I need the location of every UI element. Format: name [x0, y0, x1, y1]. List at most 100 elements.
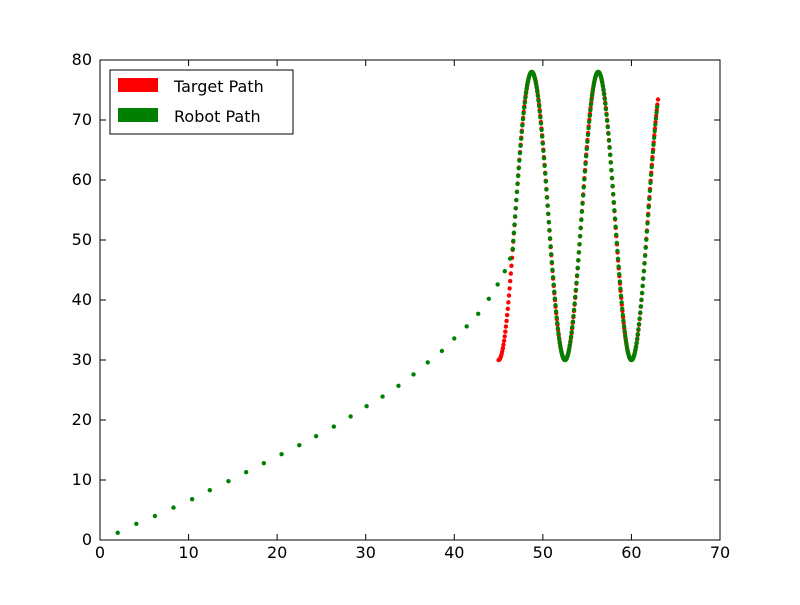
- robot-path-point: [652, 128, 657, 134]
- robot-path-point: [618, 286, 623, 291]
- robot-path-point: [585, 132, 591, 138]
- robot-path-point: [520, 117, 526, 122]
- robot-path-point: [648, 180, 653, 185]
- robot-path-point: [579, 217, 584, 223]
- x-tick-label: 30: [356, 543, 376, 562]
- robot-path-point: [558, 343, 563, 348]
- robot-path-point: [635, 336, 640, 341]
- robot-path-point: [521, 111, 526, 116]
- robot-path-point: [511, 230, 517, 235]
- robot-path-point: [638, 310, 643, 315]
- robot-path-point: [541, 155, 547, 161]
- y-tick-label: 20: [72, 410, 92, 429]
- robot-path-point: [549, 259, 555, 265]
- robot-path-point: [586, 126, 591, 131]
- robot-path-point: [636, 321, 642, 327]
- robot-path-point: [606, 131, 611, 136]
- robot-path-point: [411, 372, 416, 377]
- robot-path-point: [313, 434, 319, 439]
- robot-path-point: [568, 334, 574, 339]
- robot-path-point: [644, 229, 650, 234]
- robot-path-point: [633, 347, 638, 352]
- robot-path-point: [553, 302, 558, 308]
- robot-path-point: [567, 342, 573, 348]
- robot-path-point: [653, 122, 658, 127]
- robot-path-point: [548, 244, 553, 249]
- robot-path-point: [567, 346, 572, 351]
- robot-path-point: [612, 216, 618, 221]
- robot-path-point: [610, 183, 615, 189]
- robot-path-point: [576, 257, 581, 263]
- target-path-point: [504, 318, 509, 324]
- robot-path-point: [517, 150, 523, 156]
- robot-path-point: [569, 329, 574, 335]
- target-path-point: [502, 334, 507, 339]
- robot-path-point: [582, 177, 587, 182]
- robot-path-point: [207, 488, 213, 493]
- chart-marks: [115, 69, 661, 535]
- target-path-point: [506, 293, 512, 298]
- robot-path-point: [588, 102, 594, 107]
- robot-path-point: [556, 335, 562, 341]
- y-tick-label: 30: [72, 350, 92, 369]
- robot-path-point: [586, 119, 592, 125]
- target-path-point: [507, 286, 512, 291]
- target-path-point: [509, 263, 514, 268]
- robot-path-point: [615, 248, 620, 254]
- robot-path-point: [583, 161, 588, 166]
- robot-path-point: [588, 107, 593, 113]
- robot-path-point: [633, 344, 639, 349]
- robot-path-point: [650, 149, 656, 155]
- target-path-point: [501, 338, 507, 344]
- robot-path-point: [639, 290, 645, 296]
- robot-path-point: [544, 187, 549, 192]
- x-tick-label: 50: [533, 543, 553, 562]
- robot-path-point: [542, 163, 547, 168]
- robot-path-point: [226, 479, 231, 484]
- target-path-point: [501, 342, 506, 347]
- robot-path-point: [651, 135, 657, 140]
- robot-path-point: [495, 282, 500, 287]
- robot-path-point: [641, 268, 647, 274]
- robot-path-point: [611, 191, 616, 197]
- robot-path-point: [519, 129, 524, 135]
- robot-path-point: [648, 172, 654, 178]
- robot-path-point: [557, 339, 562, 345]
- robot-path-point: [553, 309, 559, 314]
- robot-path-point: [518, 143, 523, 148]
- robot-path-point: [573, 287, 579, 293]
- robot-path-point: [590, 88, 595, 94]
- robot-path-point: [476, 311, 481, 316]
- robot-path-point: [600, 84, 606, 89]
- axis-ticks: 0 10 20 30 40 50 60 70 0 10 20 30 40 50 60 70 80: [72, 50, 731, 562]
- robot-path-point: [654, 110, 659, 115]
- robot-path-point: [614, 232, 619, 238]
- robot-path-point: [115, 530, 120, 535]
- robot-path-point: [570, 319, 576, 324]
- y-tick-label: 70: [72, 110, 92, 129]
- robot-path-point: [601, 87, 606, 93]
- robot-path-point: [612, 208, 617, 213]
- target-path-point: [503, 324, 509, 329]
- y-tick-label: 40: [72, 290, 92, 309]
- robot-path-point: [544, 195, 550, 200]
- robot-path-point: [534, 85, 540, 91]
- robot-path-point: [584, 146, 589, 152]
- robot-path-point: [512, 214, 518, 219]
- robot-path-point: [517, 158, 522, 163]
- robot-path-point: [620, 306, 625, 311]
- robot-path-point: [550, 267, 555, 273]
- robot-path-point: [608, 160, 613, 165]
- robot-path-point: [452, 336, 457, 341]
- robot-path-point: [623, 333, 628, 339]
- robot-path-point: [580, 201, 585, 206]
- x-tick-label: 40: [444, 543, 464, 562]
- robot-path-point: [279, 452, 284, 457]
- robot-path-point: [587, 113, 592, 119]
- robot-path-point: [642, 261, 647, 266]
- robot-path-point: [620, 312, 626, 318]
- robot-path-point: [576, 250, 582, 255]
- robot-path-point: [609, 167, 614, 173]
- robot-path-point: [609, 175, 615, 181]
